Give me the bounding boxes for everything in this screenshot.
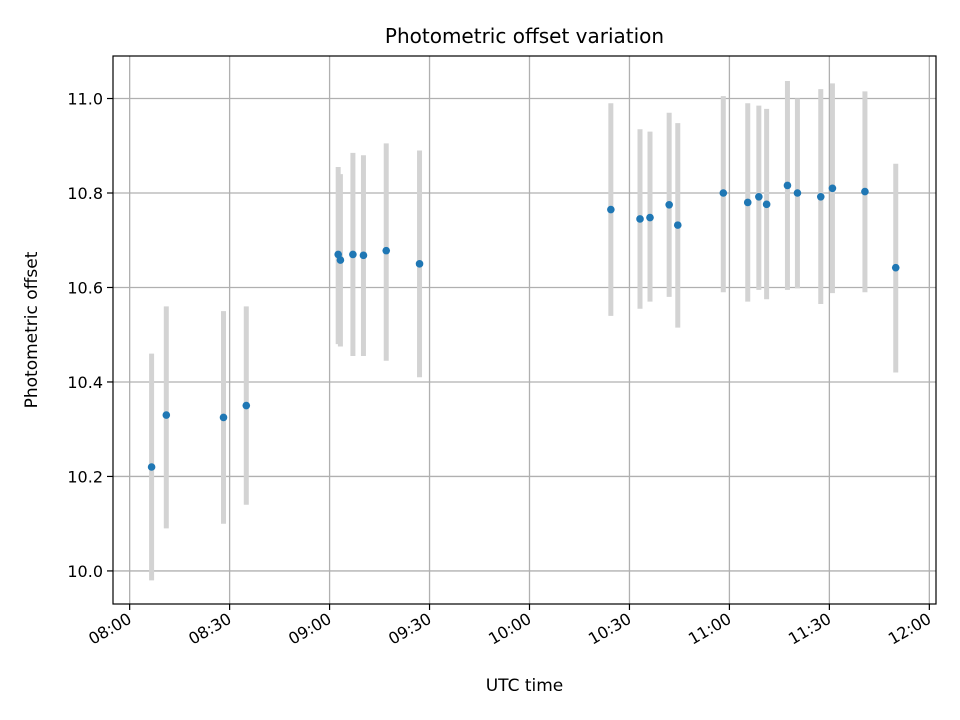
data-point	[242, 401, 251, 410]
error-bars	[149, 81, 899, 581]
y-tick-label: 10.4	[67, 373, 103, 392]
data-points	[147, 181, 900, 471]
data-point	[816, 192, 825, 201]
chart-title: Photometric offset variation	[385, 24, 664, 48]
data-point	[382, 246, 391, 255]
x-tick-label: 11:00	[685, 609, 734, 649]
data-point	[891, 263, 900, 272]
data-point	[861, 187, 869, 196]
x-tick-label: 10:00	[485, 609, 534, 649]
x-tick-label: 11:30	[785, 609, 834, 649]
data-point	[783, 181, 792, 190]
y-axis-title: Photometric offset	[22, 251, 42, 408]
x-axis-ticks: 08:00 08:30 09:00 09:30 10:00 10:30 11:00 11:30…	[85, 604, 934, 649]
data-point	[147, 463, 156, 471]
data-point	[349, 250, 357, 259]
y-tick-label: 10.6	[67, 278, 103, 297]
data-point	[719, 189, 728, 197]
x-tick-label: 10:30	[585, 609, 634, 649]
grid	[113, 56, 936, 604]
data-point	[162, 411, 171, 419]
x-tick-label: 09:00	[285, 609, 334, 649]
x-axis-title: UTC time	[486, 676, 564, 696]
data-point	[755, 192, 763, 201]
data-point	[415, 260, 424, 268]
data-point	[646, 213, 654, 222]
data-point	[743, 198, 752, 207]
data-point	[607, 205, 615, 214]
y-tick-label: 10.2	[67, 467, 103, 486]
data-point	[636, 215, 644, 223]
x-tick-label: 08:30	[185, 609, 234, 649]
y-tick-label: 10.8	[67, 184, 103, 203]
data-point	[828, 184, 837, 193]
data-point	[793, 189, 802, 197]
x-tick-label: 09:30	[385, 609, 434, 649]
plot-frame	[112, 55, 937, 605]
data-point	[336, 256, 345, 264]
x-tick-label: 08:00	[85, 609, 134, 649]
data-point	[673, 221, 682, 229]
data-point	[359, 251, 368, 260]
y-axis-ticks: 10.0 10.2 10.4 10.6 10.8 11.0	[67, 90, 113, 581]
y-tick-label: 10.0	[67, 562, 103, 581]
data-point	[665, 201, 673, 209]
data-point	[762, 200, 771, 209]
y-tick-label: 11.0	[67, 90, 103, 109]
x-tick-label: 12:00	[885, 609, 934, 649]
data-point	[219, 413, 228, 422]
